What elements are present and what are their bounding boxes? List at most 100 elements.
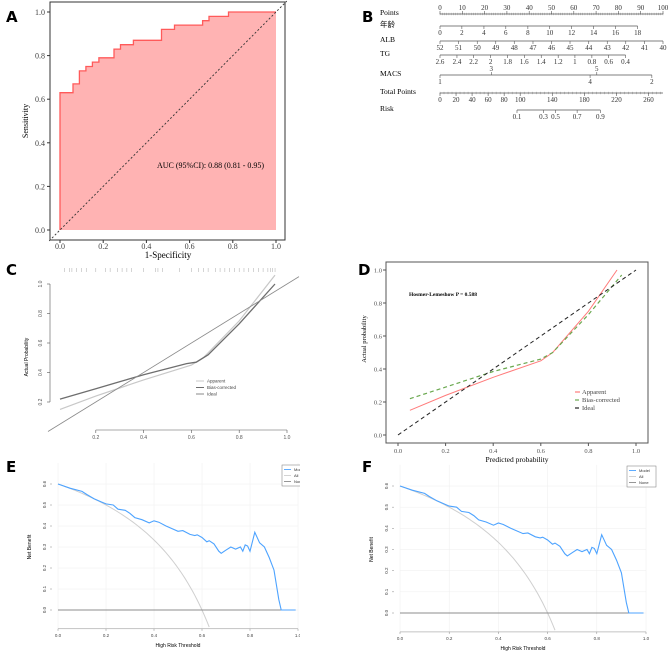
nomogram-tick-label: 18 [634,29,642,37]
x-tick-label: 1.0 [643,636,650,641]
x-tick-label: 1.0 [284,435,291,441]
reference-diagonal [48,0,288,242]
roc-curve [59,11,276,230]
y-axis-label: Sensitivity [21,104,30,138]
nomogram-tick-label: 2 [650,78,654,86]
nomogram-tick-label: 80 [501,96,509,104]
nomogram-tick-label: 1.8 [503,58,512,66]
x-tick-label: 0.0 [394,448,402,455]
roc-chart: 0.0 0.2 0.4 0.6 0.8 1.0 0.0 0.2 0.4 0.6 0.8 1.0 1-Sp… [21,0,288,260]
nomogram-tick-label: 12 [568,29,576,37]
nomogram-tick-label: 0.4 [621,58,630,66]
y-axis-label: Net Benefit [369,537,375,562]
legend-label: None [639,480,649,485]
nomogram-tick-label: 60 [570,4,578,12]
x-tick-label: 0.6 [188,435,195,441]
nomogram-tick-label: 44 [585,44,593,52]
calibration-chart-d: 0.0 0.2 0.4 0.6 0.8 1.0 0.0 0.2 0.4 0.6 0.8 1.0 Pred… [361,261,649,464]
x-tick-label: 0.4 [141,242,151,251]
legend-label: Ideal [207,392,217,397]
auc-annotation: AUC (95%CI): 0.88 (0.81 - 0.95) [157,161,264,170]
y-tick-label: 1.0 [35,8,45,17]
y-tick-label: 0.6 [38,339,44,346]
decision-curve-e: 0.0 0.2 0.4 0.6 0.8 1.0 0.0 0.1 0.2 0.3 0.4 0.5 0.6 H… [27,463,305,649]
y-tick-label: 0.6 [35,95,45,104]
y-tick-label: 0.8 [35,52,45,61]
y-tick-label: 0.3 [42,543,47,550]
nomogram-tick-label: 0.9 [596,113,605,121]
nomogram-tick-label: 80 [615,4,623,12]
nomogram-tick-label: 1.4 [537,58,546,66]
x-tick-label: 0.8 [228,242,238,251]
y-tick-label: 0.4 [384,525,389,532]
x-tick-label: 0.6 [199,633,206,638]
nomogram-tick-label: 48 [511,44,519,52]
nomogram-tick-label: 2.2 [469,58,478,66]
nomogram-tick-label: 10 [546,29,554,37]
y-tick-label: 0.4 [38,369,44,376]
x-tick-label: 0.8 [247,633,254,638]
x-tick-label: 0.4 [140,435,147,441]
x-tick-label: 0.6 [185,242,195,251]
nomogram-tick-label: 6 [504,29,508,37]
panel-label-f: F [362,458,372,476]
nomogram-tick-label: 2 [489,58,493,66]
nomogram-tick-label: 43 [604,44,612,52]
nomogram-tick-label: 1.6 [520,58,529,66]
nomogram-tick-label: 220 [611,96,622,104]
nomogram-tick-label: 41 [641,44,649,52]
nomogram-tick-label: 100 [658,4,669,12]
nomogram-tick-label: 4 [588,78,592,86]
y-tick-label: 0.3 [384,546,389,553]
nomogram-tick-label: 20 [453,96,461,104]
plot-frame [385,261,649,444]
nomogram-tick-label: 49 [492,44,500,52]
x-tick-label: 1.0 [271,242,281,251]
x-axis-label: High Risk Threshold [156,643,201,649]
legend-label: All [294,473,299,478]
nomogram-tick-label: 70 [593,4,601,12]
legend-label: All [639,474,644,479]
panel-label-d: D [358,261,370,279]
legend-label: Model [294,467,305,472]
x-tick-label: 0.2 [92,435,99,441]
y-tick-label: 0.6 [42,480,47,487]
dca-model-curve [57,483,296,611]
x-tick-label: 0.8 [236,435,243,441]
y-tick-label: 0.4 [42,522,47,529]
nomogram-tick-label: 1 [573,58,577,66]
dca-all-curve [57,483,210,628]
x-tick-label: 0.2 [446,636,453,641]
legend-box [626,465,657,488]
y-tick-label: 0.2 [38,398,44,405]
calibration-line-apparent [59,274,276,410]
y-axis-label: Actual probability [361,315,368,363]
nomogram-tick-label: 0.6 [604,58,613,66]
x-tick-label: 0.0 [397,636,404,641]
nomogram-tick-label: 40 [660,44,668,52]
panel-label-a: A [6,8,18,26]
nomogram-tick-label: 1 [438,78,442,86]
y-tick-label: 0.1 [384,588,389,595]
nomogram-tick-label: 0.7 [573,113,582,121]
nomogram-tick-label: 180 [579,96,590,104]
x-axis-label: Predicted probability [485,455,548,464]
legend-label: None [294,479,304,484]
y-tick-label: 0.2 [35,182,45,191]
calibration-line-apparent [409,269,618,411]
y-tick-label: 0.4 [35,139,45,148]
x-tick-label: 0.0 [55,242,65,251]
nomogram-tick-label: 90 [637,4,645,12]
dca-all-curve [399,485,556,631]
nomogram-tick-label: 0.1 [513,113,522,121]
nomogram-row-label: ALB [380,35,395,44]
nomogram-tick-label: 60 [485,96,493,104]
y-tick-label: 1.0 [38,280,44,287]
legend-label: Ideal [582,405,595,412]
x-tick-label: 0.6 [537,448,546,455]
nomogram-tick-label: 1.2 [554,58,563,66]
hosmer-lemeshow-annotation: Hosmer-Lemeshow P = 0.588 [409,292,477,298]
nomogram-tick-label: 0.8 [587,58,596,66]
nomogram-tick-label: 42 [622,44,630,52]
